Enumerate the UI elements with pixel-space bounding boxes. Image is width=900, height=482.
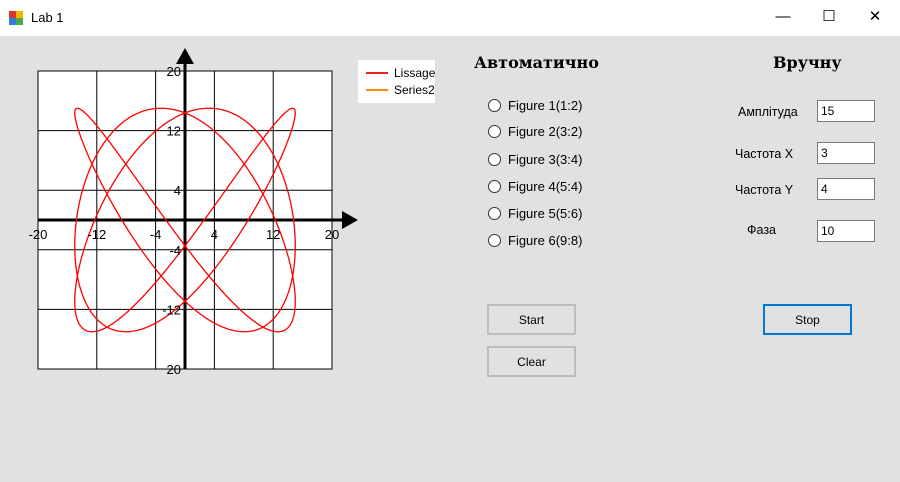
radio-circle[interactable] (488, 233, 501, 247)
x-axis-arrow (342, 211, 358, 229)
freq-y-input[interactable] (817, 178, 875, 200)
y-tick-label: 20 (167, 64, 181, 79)
y-tick-label: 12 (167, 124, 181, 139)
radio-label: Figure 3(3:4) (508, 151, 583, 167)
title-bar: Lab 1 — ☐ ✕ (0, 0, 900, 36)
start-button[interactable]: Start (487, 304, 576, 335)
window-title: Lab 1 (31, 10, 64, 25)
chart-legend: Lissage Series2 (358, 60, 435, 103)
auto-heading: Автоматично (474, 53, 599, 72)
legend-swatch-lissage (366, 72, 388, 74)
freq-y-label: Частота Y (735, 183, 794, 197)
radio-label: Figure 1(1:2) (508, 97, 583, 113)
radio-label: Figure 4(5:4) (508, 178, 583, 194)
clear-button[interactable]: Clear (487, 346, 576, 377)
x-tick-label: 4 (211, 227, 218, 242)
radio-figure-5[interactable]: Figure 5(5:6) (488, 204, 582, 222)
minimize-icon: — (775, 7, 791, 25)
amplitude-input[interactable] (817, 100, 875, 122)
radio-label: Figure 5(5:6) (508, 205, 583, 221)
x-tick-label: -12 (87, 227, 106, 242)
minimize-button[interactable]: — (760, 0, 806, 32)
amplitude-label: Амплітуда (738, 105, 798, 119)
lissage-curve (74, 107, 296, 333)
x-tick-label: 20 (325, 227, 339, 242)
freq-x-label: Частота X (735, 147, 794, 161)
y-tick-label: -4 (169, 243, 181, 258)
maximize-button[interactable]: ☐ (806, 0, 852, 32)
x-tick-label: -4 (150, 227, 162, 242)
lissajous-chart: -20 -12 -4 4 12 20 20 12 4 -4 -12 20 (29, 48, 358, 377)
radio-circle[interactable] (488, 179, 501, 193)
radio-circle[interactable] (488, 206, 501, 220)
legend-item-lissage: Lissage (366, 65, 435, 81)
stop-button[interactable]: Stop (763, 304, 852, 335)
radio-figure-4[interactable]: Figure 4(5:4) (488, 177, 582, 195)
radio-circle[interactable] (488, 98, 501, 112)
phase-input[interactable] (817, 220, 875, 242)
radio-label: Figure 6(9:8) (508, 232, 583, 248)
close-button[interactable]: ✕ (852, 0, 898, 32)
close-icon: ✕ (868, 8, 882, 25)
y-axis-arrow (176, 48, 194, 64)
x-tick-label: 12 (266, 227, 280, 242)
legend-item-series2: Series2 (366, 82, 435, 98)
radio-circle[interactable] (488, 152, 501, 166)
manual-heading: Вручну (773, 53, 842, 72)
x-tick-label: -20 (29, 227, 48, 242)
radio-figure-1[interactable]: Figure 1(1:2) (488, 96, 582, 114)
radio-figure-3[interactable]: Figure 3(3:4) (488, 150, 582, 168)
legend-label-lissage: Lissage (394, 66, 436, 80)
radio-label: Figure 2(3:2) (508, 123, 583, 139)
y-tick-label: -12 (162, 302, 181, 317)
y-tick-label: 20 (167, 362, 181, 377)
radio-figure-2[interactable]: Figure 2(3:2) (488, 122, 582, 140)
radio-circle[interactable] (488, 124, 501, 138)
freq-x-input[interactable] (817, 142, 875, 164)
radio-figure-6[interactable]: Figure 6(9:8) (488, 231, 582, 249)
legend-swatch-series2 (366, 89, 388, 91)
app-icon (9, 11, 23, 25)
maximize-icon: ☐ (822, 8, 836, 25)
legend-label-series2: Series2 (394, 83, 435, 97)
phase-label: Фаза (747, 223, 776, 237)
y-tick-label: 4 (174, 183, 181, 198)
